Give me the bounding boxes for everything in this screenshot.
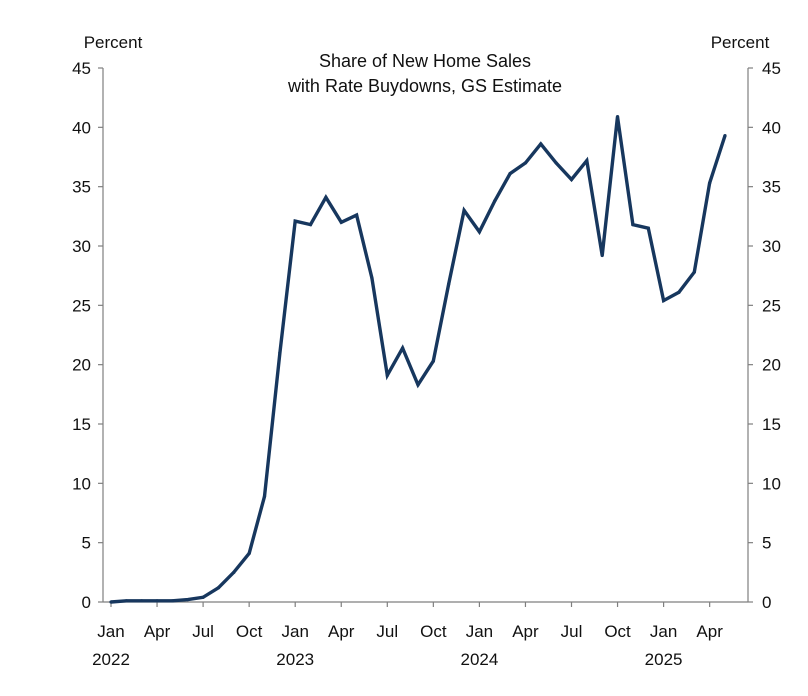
right-y-tick-label: 10 — [762, 474, 781, 493]
data-point — [186, 598, 190, 602]
data-point — [631, 223, 635, 227]
series-line — [110, 116, 727, 604]
right-axis-unit: Percent — [711, 33, 770, 52]
right-y-tick-label: 15 — [762, 415, 781, 434]
chart-title-line-1: Share of New Home Sales — [319, 51, 531, 71]
left-y-tick-label: 35 — [72, 178, 91, 197]
x-tick-year-label: 2023 — [276, 650, 314, 669]
x-axis-ticks: Jan 2022 Apr Jul Oct Jan 2023 Apr Jul Oct Jan 2024 A… — [92, 602, 723, 669]
x-tick-month-label: Apr — [144, 622, 171, 641]
data-point — [569, 177, 574, 182]
data-point — [170, 599, 174, 603]
data-point — [600, 253, 604, 258]
x-tick-month-label: Jan — [650, 622, 677, 641]
data-point — [677, 290, 681, 294]
data-point — [585, 158, 589, 163]
right-y-tick-label: 40 — [762, 118, 781, 137]
data-point — [708, 181, 712, 185]
data-point — [416, 383, 420, 387]
right-y-tick-label: 25 — [762, 296, 781, 315]
x-tick-month-label: Jan — [281, 622, 308, 641]
x-tick-year-label: 2025 — [645, 650, 683, 669]
x-tick-month-label: Oct — [604, 622, 631, 641]
left-y-tick-label: 30 — [72, 237, 91, 256]
data-point — [355, 213, 359, 217]
left-y-ticks: 0 5 10 15 20 25 30 35 40 45 — [72, 59, 103, 612]
data-point — [692, 270, 696, 274]
data-point — [370, 276, 374, 280]
data-point — [232, 570, 236, 574]
left-y-tick-label: 10 — [72, 474, 91, 493]
data-point — [477, 230, 481, 234]
left-y-tick-label: 45 — [72, 59, 91, 78]
right-y-tick-label: 30 — [762, 237, 781, 256]
data-point — [247, 551, 251, 555]
x-tick-month-label: Oct — [236, 622, 263, 641]
data-point — [615, 115, 620, 119]
data-point — [262, 494, 267, 498]
right-y-tick-label: 45 — [762, 59, 781, 78]
right-y-tick-label: 20 — [762, 356, 781, 375]
x-tick-month-label: Jan — [97, 622, 124, 641]
x-tick-month-label: Jul — [192, 622, 214, 641]
x-tick-month-label: Apr — [512, 622, 539, 641]
left-y-tick-label: 0 — [82, 593, 91, 612]
right-y-tick-label: 35 — [762, 178, 781, 197]
data-point — [201, 595, 205, 599]
data-point — [662, 298, 666, 303]
data-point — [124, 599, 128, 603]
data-point — [339, 220, 343, 224]
data-point — [447, 282, 451, 286]
data-point — [308, 223, 313, 227]
x-tick-year-label: 2024 — [460, 650, 498, 669]
left-y-tick-label: 40 — [72, 118, 91, 137]
data-point — [401, 346, 405, 350]
left-axis-unit: Percent — [84, 33, 143, 52]
data-point — [324, 195, 328, 199]
series-layer — [109, 115, 727, 604]
x-tick-year-label: 2022 — [92, 650, 130, 669]
x-tick-month-label: Jul — [561, 622, 583, 641]
data-point — [278, 351, 282, 355]
left-y-tick-label: 25 — [72, 296, 91, 315]
x-tick-month-label: Jul — [376, 622, 398, 641]
left-y-tick-label: 20 — [72, 356, 91, 375]
data-point — [293, 219, 297, 223]
data-point — [431, 359, 435, 363]
right-y-tick-label: 0 — [762, 593, 771, 612]
data-point — [216, 586, 221, 590]
data-point — [155, 599, 159, 603]
x-tick-month-label: Apr — [696, 622, 723, 641]
left-y-tick-label: 5 — [82, 534, 91, 553]
x-tick-month-label: Apr — [328, 622, 355, 641]
data-point — [539, 142, 543, 146]
data-point — [493, 199, 497, 203]
x-tick-month-label: Oct — [420, 622, 447, 641]
data-point — [508, 172, 512, 176]
data-point — [723, 134, 727, 138]
data-point — [554, 161, 558, 165]
left-y-tick-label: 15 — [72, 415, 91, 434]
data-point — [462, 208, 466, 212]
data-point — [523, 161, 528, 165]
data-point — [109, 600, 113, 604]
data-point — [646, 226, 650, 230]
right-y-ticks: 0 5 10 15 20 25 30 35 40 45 — [748, 59, 781, 612]
right-y-tick-label: 5 — [762, 534, 771, 553]
data-point — [140, 599, 144, 603]
x-tick-month-label: Jan — [466, 622, 493, 641]
data-point — [385, 373, 389, 377]
chart-title-line-2: with Rate Buydowns, GS Estimate — [287, 76, 562, 96]
